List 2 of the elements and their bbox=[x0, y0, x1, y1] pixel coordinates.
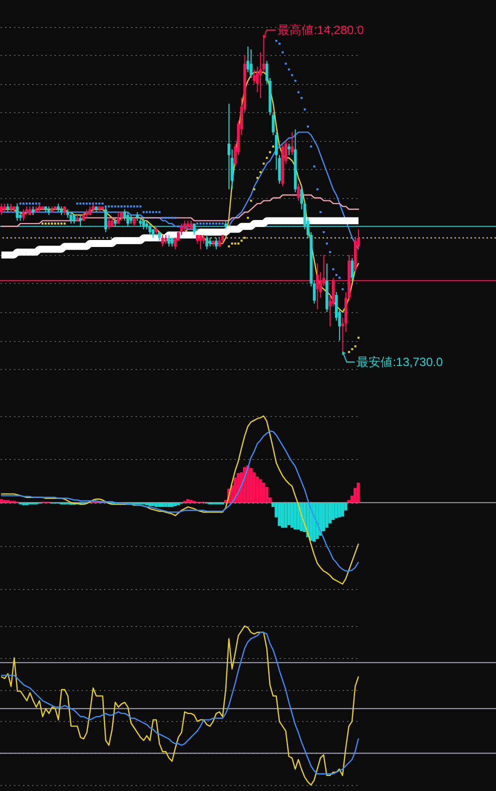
text: 最高値:14,280.0 bbox=[278, 23, 364, 37]
text: 最安値:13,730.0 bbox=[356, 355, 444, 369]
